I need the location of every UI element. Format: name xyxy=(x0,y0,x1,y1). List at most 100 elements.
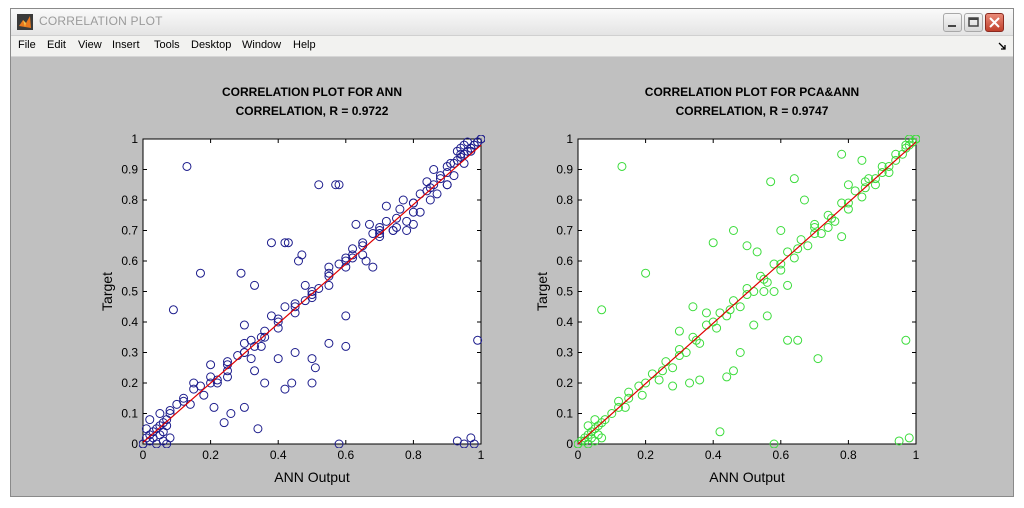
data-point xyxy=(195,268,205,278)
data-point xyxy=(442,161,452,171)
data-point xyxy=(239,402,249,412)
title-bar[interactable]: CORRELATION PLOT xyxy=(11,9,1013,36)
data-point xyxy=(239,338,249,348)
close-button[interactable] xyxy=(985,13,1004,32)
y-tick-label: 0 xyxy=(566,437,573,451)
data-point xyxy=(449,171,459,181)
x-tick-label: 0 xyxy=(575,448,582,462)
data-point xyxy=(456,143,466,153)
data-point xyxy=(607,409,617,418)
menu-view[interactable]: View xyxy=(78,39,102,51)
data-point xyxy=(212,378,222,388)
data-point xyxy=(273,317,283,327)
data-point xyxy=(395,204,405,214)
data-point xyxy=(429,165,439,174)
data-point xyxy=(364,219,374,229)
data-point xyxy=(375,232,385,242)
data-point xyxy=(722,372,732,382)
data-point xyxy=(219,418,229,428)
data-point xyxy=(466,433,476,443)
data-point xyxy=(843,198,853,208)
data-point xyxy=(422,177,432,187)
menu-insert[interactable]: Insert xyxy=(112,39,140,51)
data-point xyxy=(688,302,698,312)
menu-desktop[interactable]: Desktop xyxy=(191,39,232,51)
data-point xyxy=(823,210,833,220)
data-point xyxy=(287,378,297,388)
menu-tools[interactable]: Tools xyxy=(154,39,180,51)
data-point xyxy=(388,226,398,235)
data-point xyxy=(223,366,232,376)
menu-file[interactable]: File xyxy=(18,39,36,51)
menu-help[interactable]: Help xyxy=(293,39,316,51)
data-point xyxy=(597,305,607,315)
data-point xyxy=(266,311,276,321)
y-tick-label: 0.8 xyxy=(121,193,138,207)
data-point xyxy=(331,180,341,190)
data-point xyxy=(637,390,647,400)
data-point xyxy=(597,433,607,443)
data-point xyxy=(260,332,270,342)
x-tick-label: 0.6 xyxy=(337,448,354,462)
data-point xyxy=(283,238,293,248)
y-tick-label: 0.4 xyxy=(556,315,573,329)
data-point xyxy=(728,226,738,235)
data-point xyxy=(870,180,880,190)
maximize-button[interactable] xyxy=(964,13,983,32)
minimize-button[interactable] xyxy=(943,13,962,32)
data-point xyxy=(614,402,624,412)
data-point xyxy=(381,201,391,211)
data-point xyxy=(654,375,664,385)
data-point xyxy=(168,305,178,315)
data-point xyxy=(432,189,442,199)
data-point xyxy=(351,219,361,229)
data-point xyxy=(236,268,246,278)
data-point xyxy=(307,354,317,364)
chart-subtitle: CORRELATION, R = 0.9747 xyxy=(676,104,829,118)
y-tick-label: 0.5 xyxy=(121,285,138,299)
data-point xyxy=(375,222,385,232)
data-point xyxy=(735,302,745,312)
y-tick-label: 0.6 xyxy=(556,254,573,268)
data-point xyxy=(864,174,874,184)
data-point xyxy=(793,244,803,254)
data-point xyxy=(408,207,418,217)
data-point xyxy=(408,219,418,229)
y-tick-label: 0.1 xyxy=(121,407,138,421)
x-tick-label: 0.4 xyxy=(705,448,722,462)
data-point xyxy=(459,140,469,150)
data-point xyxy=(708,238,718,248)
data-point xyxy=(324,271,334,281)
data-point xyxy=(341,341,351,351)
data-point xyxy=(752,247,762,257)
data-point xyxy=(894,436,904,446)
data-point xyxy=(341,311,351,321)
data-point xyxy=(810,229,820,239)
y-tick-label: 0.5 xyxy=(556,285,573,299)
minimize-icon xyxy=(948,25,956,27)
data-point xyxy=(884,168,894,178)
x-tick-label: 0.2 xyxy=(637,448,654,462)
data-point xyxy=(783,280,793,290)
data-point xyxy=(860,183,870,193)
data-point xyxy=(728,366,738,376)
data-point xyxy=(253,424,263,434)
data-point xyxy=(310,363,320,373)
dock-arrow-icon[interactable] xyxy=(997,40,1009,52)
data-point xyxy=(830,216,840,226)
data-point xyxy=(810,219,820,229)
menu-edit[interactable]: Edit xyxy=(47,39,66,51)
data-point xyxy=(290,348,300,357)
data-point xyxy=(783,335,793,345)
x-tick-label: 1 xyxy=(913,448,920,462)
data-point xyxy=(658,366,667,376)
fit-line xyxy=(577,141,917,445)
data-point xyxy=(759,274,769,284)
chart-subtitle: CORRELATION, R = 0.9722 xyxy=(236,104,389,118)
menu-window[interactable]: Window xyxy=(242,39,282,51)
data-point xyxy=(392,222,401,232)
data-point xyxy=(334,180,344,190)
data-point xyxy=(762,311,772,321)
y-tick-label: 0.9 xyxy=(556,163,573,177)
y-tick-label: 0 xyxy=(131,437,138,451)
